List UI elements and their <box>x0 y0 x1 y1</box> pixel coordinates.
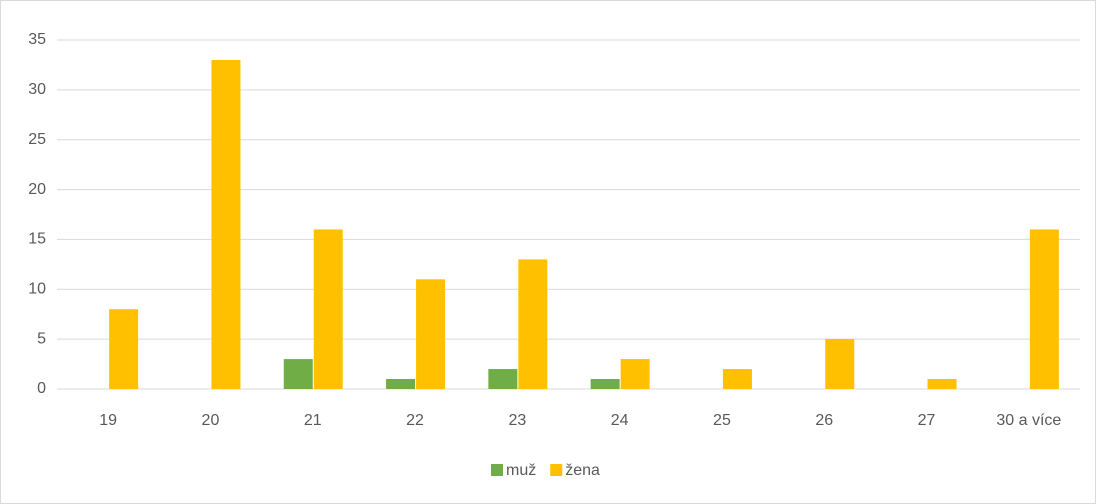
x-tick-label: 23 <box>508 412 526 429</box>
x-tick-label: 30 a více <box>996 412 1061 429</box>
y-tick-label: 25 <box>28 131 46 148</box>
legend-label: muž <box>506 462 536 479</box>
x-tick-label: 25 <box>713 412 731 429</box>
x-tick-label: 26 <box>815 412 833 429</box>
bar <box>283 359 313 389</box>
x-tick-label: 22 <box>406 412 424 429</box>
y-tick-label: 30 <box>28 81 46 98</box>
bar <box>590 379 620 389</box>
bar <box>416 279 446 389</box>
x-tick-label: 20 <box>202 412 220 429</box>
bar <box>211 59 241 389</box>
bar <box>109 309 139 389</box>
y-tick-label: 0 <box>37 380 46 397</box>
bar <box>722 369 752 389</box>
y-tick-label: 35 <box>28 31 46 48</box>
legend-swatch <box>491 464 503 476</box>
bar <box>488 369 518 389</box>
bar <box>825 339 855 389</box>
y-tick-label: 10 <box>28 281 46 298</box>
x-tick-label: 24 <box>611 412 629 429</box>
bar <box>518 259 548 389</box>
bar <box>313 229 343 389</box>
x-tick-label: 27 <box>918 412 936 429</box>
x-tick-label: 21 <box>304 412 322 429</box>
legend-label: žena <box>565 462 600 479</box>
y-tick-label: 15 <box>28 231 46 248</box>
bar <box>927 379 957 389</box>
legend-swatch <box>550 464 563 476</box>
x-tick-label: 19 <box>99 412 117 429</box>
bar <box>620 359 650 389</box>
y-tick-label: 5 <box>37 330 46 347</box>
bar <box>386 379 416 389</box>
bar <box>1029 229 1059 389</box>
y-tick-label: 20 <box>28 181 46 198</box>
